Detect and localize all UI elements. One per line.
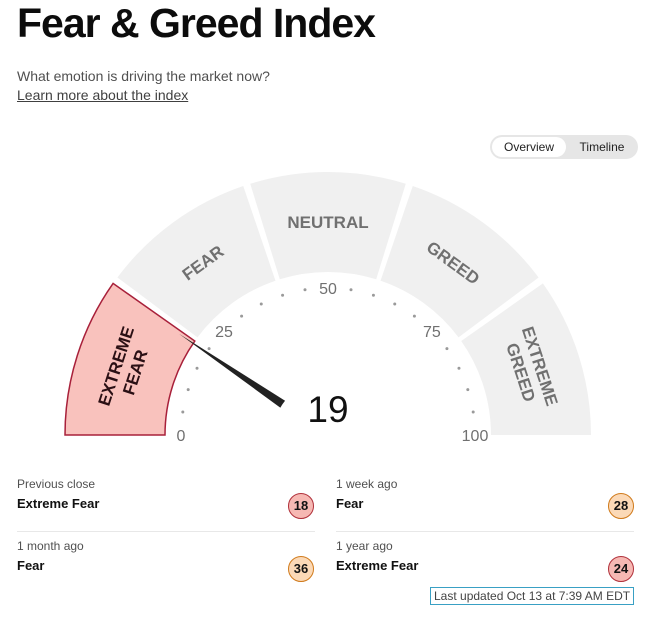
gauge-dot [471,410,475,414]
gauge-segment-extreme-fear [64,282,196,436]
stat-1-month-ago: 1 month ago Fear [17,539,84,573]
stat-1-week-ago: 1 week ago Fear [336,477,397,511]
divider [336,531,634,532]
gauge-dot [412,314,416,318]
stat-when: 1 month ago [17,539,84,553]
stat-badge: 24 [608,556,634,582]
gauge-segment-fear [117,186,276,338]
gauge-dot [186,388,190,392]
gauge-scale-label: 25 [215,324,233,341]
gauge-dot [195,366,199,370]
last-updated: Last updated Oct 13 at 7:39 AM EDT [430,587,635,605]
gauge-segments [64,172,591,436]
learn-more-link[interactable]: Learn more about the index [17,87,189,103]
view-toggle: Overview Timeline [490,135,638,159]
gauge-dot [259,302,263,306]
gauge-dot [240,314,244,318]
gauge-value: 19 [307,389,348,430]
stat-rating: Fear [17,558,45,573]
gauge-scale-label: 0 [177,428,186,445]
stat-rating: Fear [336,496,364,511]
gauge-scale-label: 75 [423,324,441,341]
tab-overview[interactable]: Overview [492,137,566,157]
stat-when: 1 week ago [336,477,398,491]
gauge-dot [349,288,353,292]
gauge-dot [303,288,307,292]
gauge-scale-label: 100 [462,428,489,445]
gauge-center [273,380,383,460]
divider [17,531,315,532]
stat-when: Previous close [17,477,96,491]
gauge-dot [457,366,461,370]
gauge-segment-neutral [250,172,406,280]
stat-rating: Extreme Fear [336,558,419,573]
gauge-dots [181,288,475,414]
gauge-dot [281,293,285,297]
gauge-dot [207,347,211,351]
gauge-dot [393,302,397,306]
stat-when: 1 year ago [336,539,393,553]
gauge-segment-greed [380,186,539,338]
gauge-dot [371,293,375,297]
stat-badge: 36 [288,556,314,582]
gauge-dot [466,388,470,392]
gauge-scale-labels: 0 25 50 75 100 [177,281,489,445]
stat-badge: 28 [608,493,634,519]
page-subtitle: What emotion is driving the market now? [17,68,270,84]
gauge-segment-extreme-greed [461,283,591,435]
stat-previous-close: Previous close Extreme Fear [17,477,99,511]
stat-rating: Extreme Fear [17,496,100,511]
tab-timeline[interactable]: Timeline [579,140,625,154]
gauge-segment-label: NEUTRAL [287,213,368,232]
gauge-dot [181,410,185,414]
stat-badge: 18 [288,493,314,519]
page-title: Fear & Greed Index [17,0,376,46]
gauge-dot [445,347,449,351]
gauge-scale-label: 50 [319,281,337,298]
stat-1-year-ago: 1 year ago Extreme Fear [336,539,418,573]
